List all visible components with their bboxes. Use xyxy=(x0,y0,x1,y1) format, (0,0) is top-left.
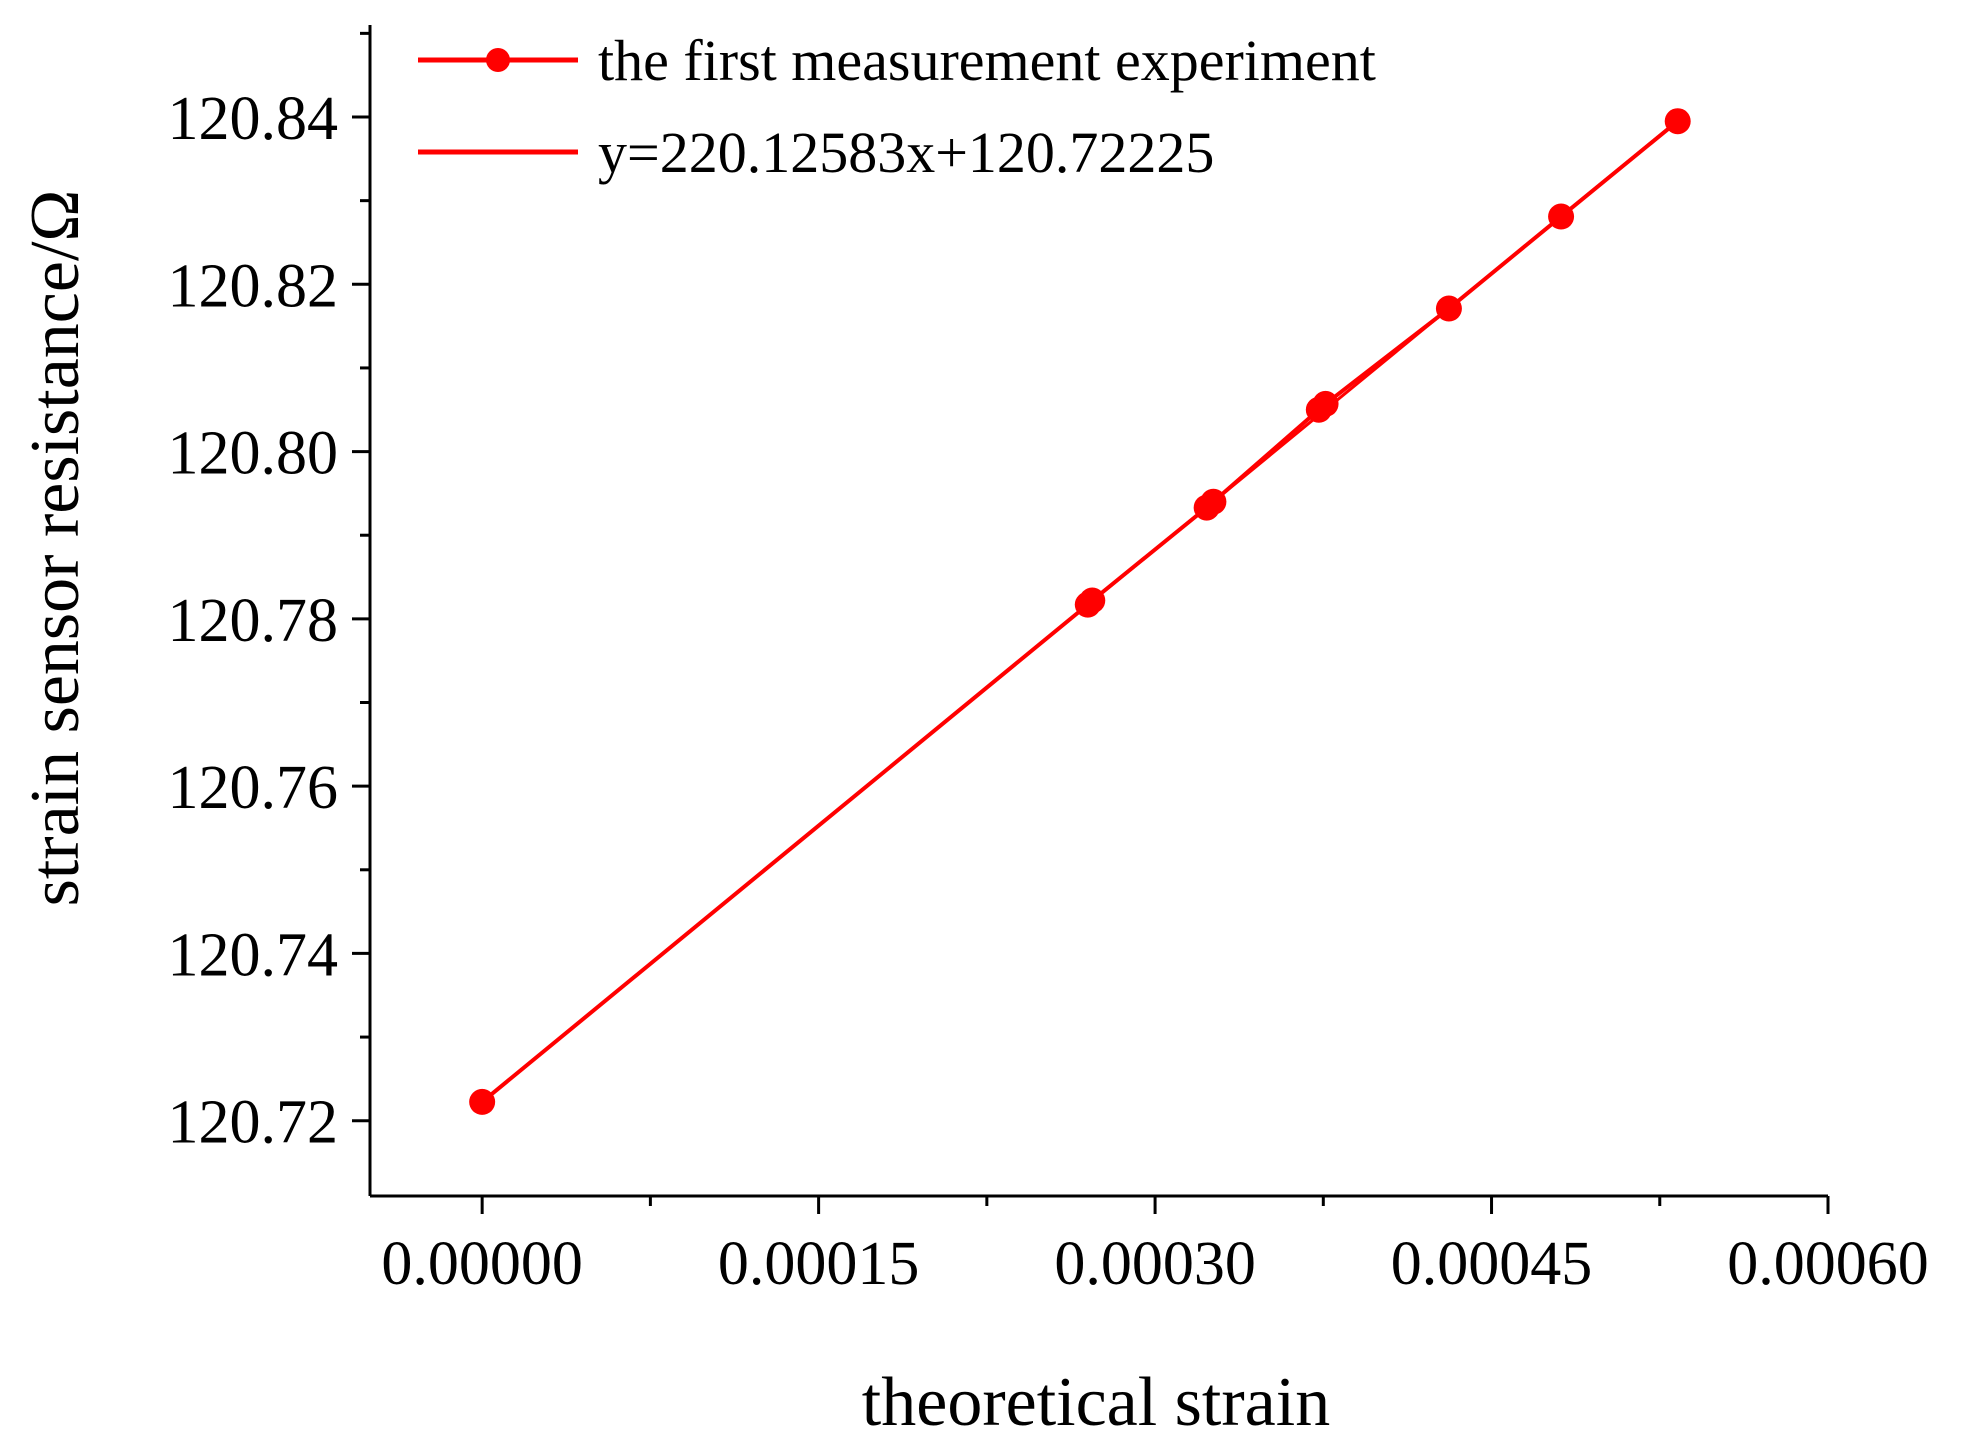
legend-label-series-2: y=220.12583x+120.72225 xyxy=(598,120,1214,185)
axes xyxy=(368,25,1828,1198)
data-point xyxy=(1548,203,1575,230)
data-point xyxy=(1664,108,1691,135)
data-point xyxy=(469,1088,496,1115)
data-point xyxy=(1312,390,1339,417)
y-tick-label: 120.80 xyxy=(168,420,339,488)
x-tick-label: 0.00060 xyxy=(1727,1230,1929,1298)
y-tick-label: 120.78 xyxy=(168,587,339,655)
legend-label-series-1: the first measurement experiment xyxy=(598,28,1376,93)
data-point xyxy=(1435,295,1462,322)
y-axis-ticks: 120.72 120.74 120.76 120.78 120.80 120.82 120.… xyxy=(168,31,370,1157)
x-tick-label: 0.00015 xyxy=(718,1230,920,1298)
y-tick-label: 120.72 xyxy=(168,1089,339,1157)
y-tick-label: 120.74 xyxy=(168,921,339,989)
y-tick-label: 120.76 xyxy=(168,754,339,822)
x-tick-label: 0.00030 xyxy=(1054,1230,1256,1298)
y-axis-title: strain sensor resistance/Ω xyxy=(17,190,94,907)
legend: the first measurement experiment y=220.1… xyxy=(418,28,1376,185)
y-tick-label: 120.84 xyxy=(168,85,339,153)
x-tick-label: 0.00000 xyxy=(381,1230,583,1298)
legend-marker-series-1 xyxy=(486,48,510,72)
plot-markers xyxy=(469,108,1691,1115)
x-tick-label: 0.00045 xyxy=(1391,1230,1593,1298)
x-axis-ticks: 0.00000 0.00015 0.00030 0.00045 0.00060 xyxy=(381,1196,1929,1298)
y-tick-label: 120.82 xyxy=(168,252,339,320)
data-point xyxy=(1079,587,1106,614)
x-axis-title: theoretical strain xyxy=(862,1364,1330,1441)
data-point xyxy=(1200,488,1227,515)
